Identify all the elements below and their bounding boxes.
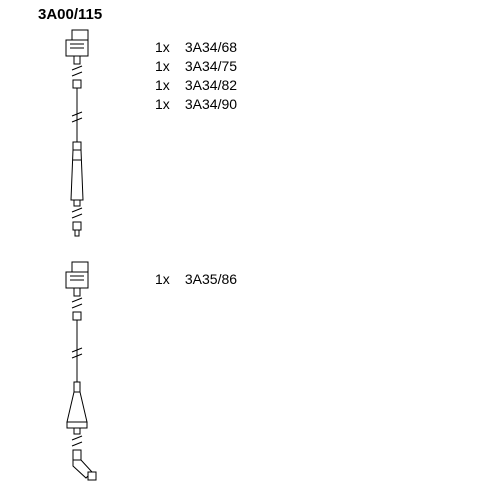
spec-code: 3A34/68	[185, 39, 237, 55]
spec-code: 3A34/82	[185, 77, 237, 93]
spec-row: 1x 3A34/82	[155, 76, 237, 95]
spec-row: 1x 3A34/68	[155, 38, 237, 57]
spec-row: 1x 3A35/86	[155, 270, 237, 289]
spec-code: 3A34/75	[185, 58, 237, 74]
spec-qty: 1x	[155, 95, 181, 114]
lead-diagram-bottom	[62, 262, 102, 487]
spec-row: 1x 3A34/75	[155, 57, 237, 76]
spec-qty: 1x	[155, 270, 181, 289]
spec-qty: 1x	[155, 38, 181, 57]
spec-list: 1x 3A34/68 1x 3A34/75 1x 3A34/82 1x 3A34…	[155, 38, 237, 114]
spec-code: 3A34/90	[185, 96, 237, 112]
spec-qty: 1x	[155, 76, 181, 95]
spec-row: 1x 3A34/90	[155, 95, 237, 114]
page-title: 3A00/115	[38, 6, 102, 23]
lead-diagram-top	[62, 30, 102, 240]
spec-qty: 1x	[155, 57, 181, 76]
spec-list: 1x 3A35/86	[155, 270, 237, 289]
spec-code: 3A35/86	[185, 271, 237, 287]
